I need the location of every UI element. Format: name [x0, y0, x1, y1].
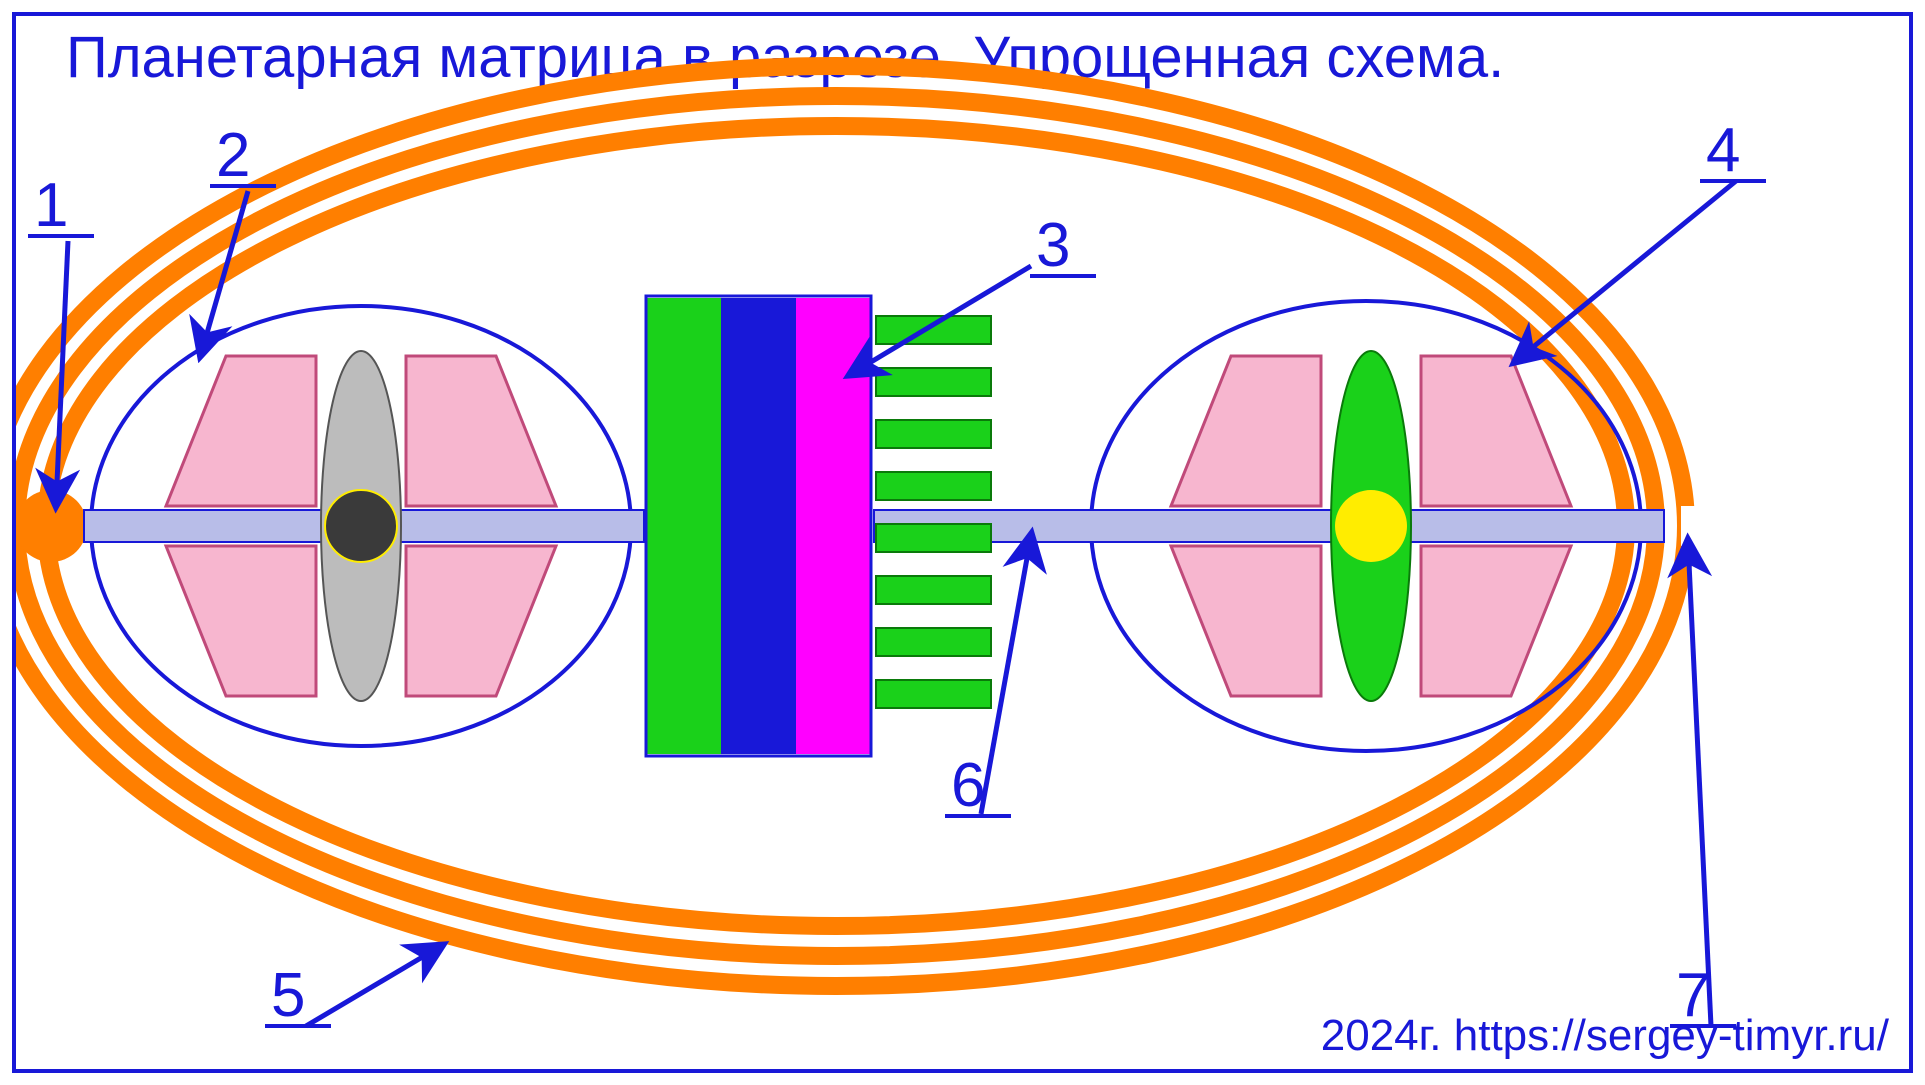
- slat-7: [876, 680, 991, 708]
- callout-number-3: 3: [1036, 211, 1070, 280]
- callout-number-2: 2: [216, 121, 250, 190]
- diagram-svg: 1 2 3 4 5 6 7: [16, 16, 1909, 1069]
- callout-number-5: 5: [271, 961, 305, 1030]
- center-stripe-blue: [721, 298, 796, 754]
- callout-number-1: 1: [34, 171, 68, 240]
- slat-3: [876, 472, 991, 500]
- slat-2: [876, 420, 991, 448]
- callout-arrow-7: [1688, 542, 1711, 1026]
- callout-number-4: 4: [1706, 116, 1740, 185]
- blade-0: [166, 356, 316, 506]
- blade-3: [406, 546, 556, 696]
- callout-number-7: 7: [1676, 961, 1710, 1030]
- diagram-frame: Планетарная матрица в разрезе. Упрощенна…: [12, 12, 1913, 1073]
- blade-6: [1171, 546, 1321, 696]
- callout-number-6: 6: [951, 751, 985, 820]
- entry-node-circle: [16, 490, 87, 562]
- slat-4: [876, 524, 991, 552]
- slat-1: [876, 368, 991, 396]
- center-stripe-green: [646, 298, 721, 754]
- callout-arrow-5: [306, 946, 441, 1026]
- slat-5: [876, 576, 991, 604]
- core-circle-left: [325, 490, 397, 562]
- blade-5: [1421, 356, 1571, 506]
- slat-0: [876, 316, 991, 344]
- blade-7: [1421, 546, 1571, 696]
- blade-2: [166, 546, 316, 696]
- core-circle-right: [1335, 490, 1407, 562]
- axis-bar-right: [874, 510, 1664, 542]
- torus-gap: [1681, 506, 1721, 546]
- blade-1: [406, 356, 556, 506]
- blade-4: [1171, 356, 1321, 506]
- slat-6: [876, 628, 991, 656]
